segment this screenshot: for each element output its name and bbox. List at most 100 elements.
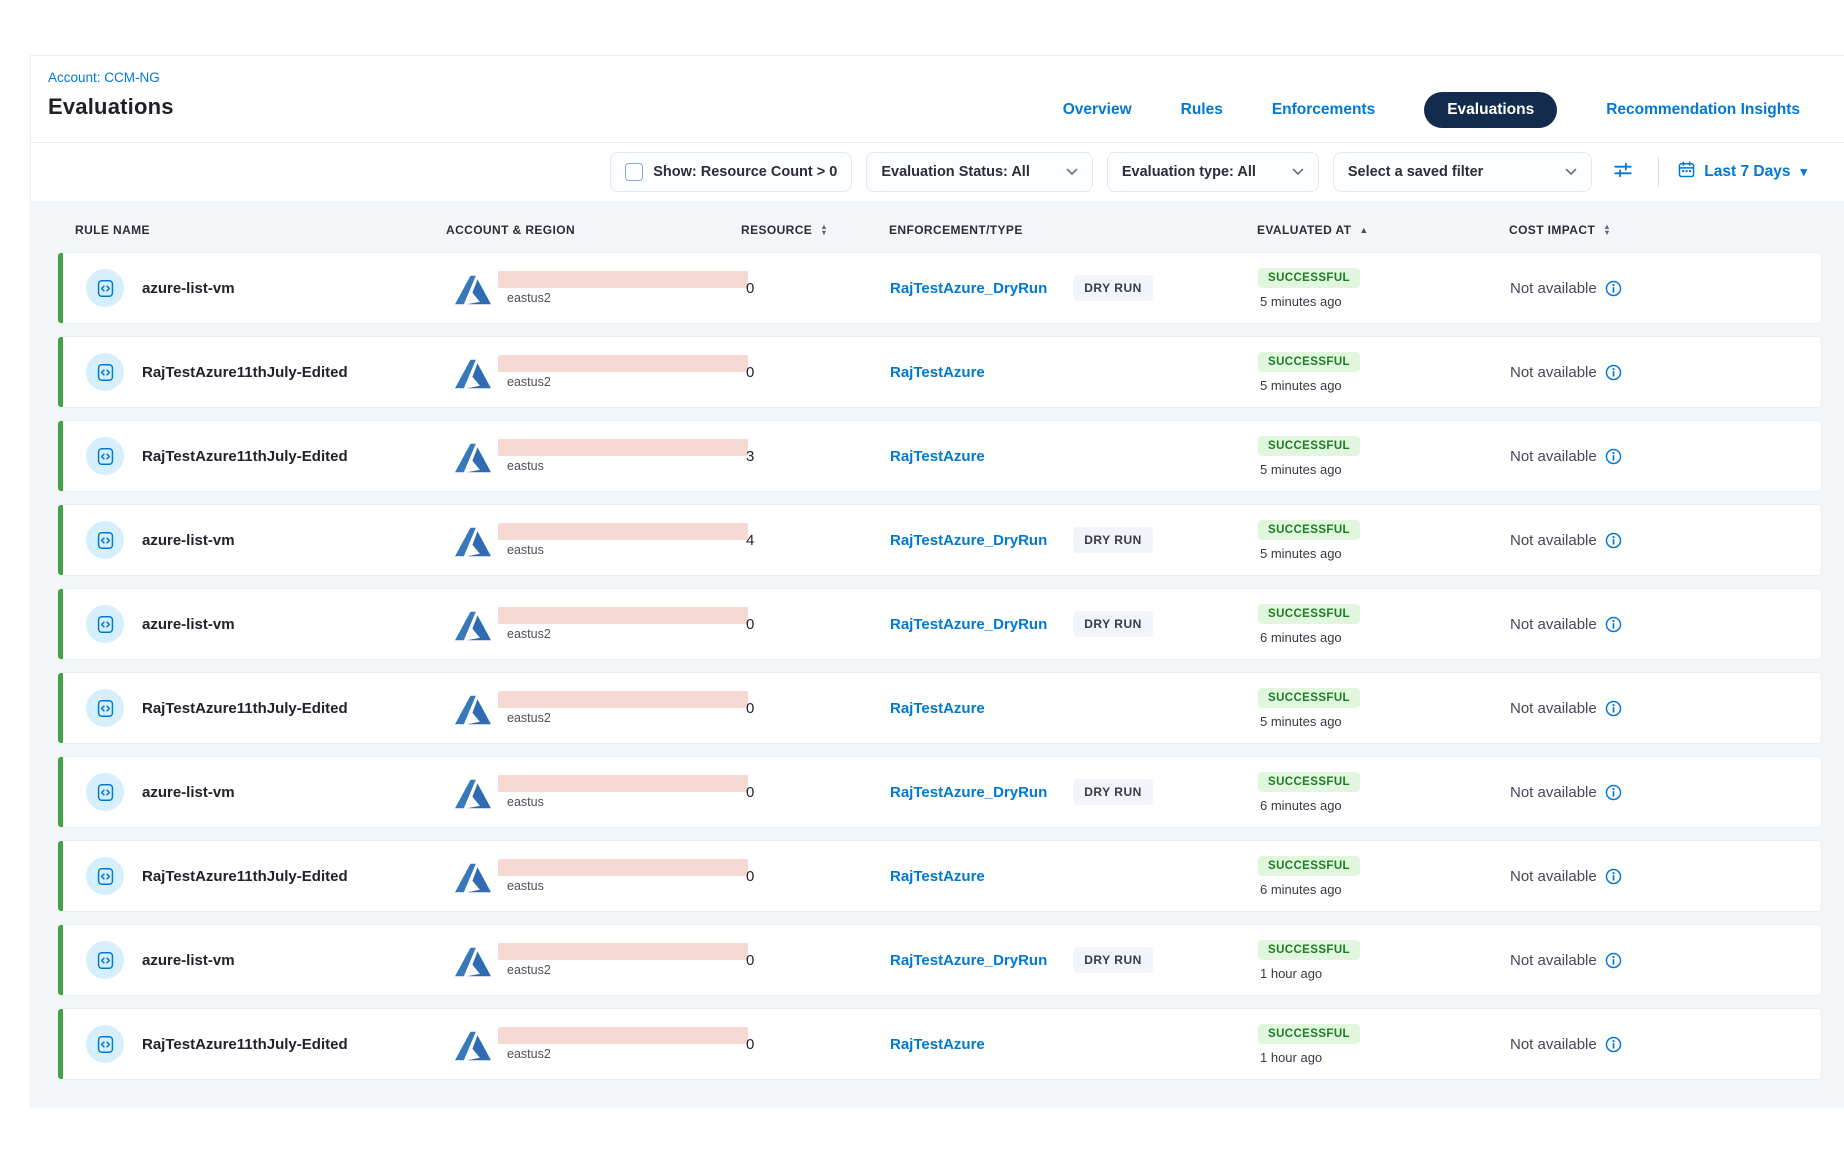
account-name-redacted: [498, 607, 748, 624]
nav-rules[interactable]: Rules: [1180, 101, 1223, 118]
code-file-icon: [86, 269, 124, 307]
column-header[interactable]: ENFORCEMENT/TYPE: [889, 223, 1023, 237]
column-header[interactable]: RESOURCE ▲ ▼: [741, 222, 829, 237]
info-icon[interactable]: [1605, 532, 1622, 549]
rule-cell: azure-list-vm: [58, 269, 447, 307]
info-icon[interactable]: [1605, 448, 1622, 465]
table-row[interactable]: RajTestAzure11thJuly-Edited eastus 0 Raj…: [57, 840, 1822, 912]
region-label: eastus2: [507, 1047, 551, 1061]
enforcement-link[interactable]: RajTestAzure_DryRun: [890, 279, 1048, 297]
sort-arrows-icon[interactable]: ▲ ▼: [820, 222, 829, 237]
azure-icon: [455, 527, 491, 557]
table-row[interactable]: azure-list-vm eastus 4 RajTestAzure_DryR…: [57, 504, 1822, 576]
cost-impact-cell: Not available: [1510, 1036, 1821, 1053]
rule-cell: RajTestAzure11thJuly-Edited: [58, 857, 447, 895]
date-range-label: Last 7 Days: [1704, 163, 1791, 180]
region-label: eastus: [507, 459, 544, 473]
region-label: eastus2: [507, 291, 551, 305]
table-row[interactable]: azure-list-vm eastus2 0 RajTestAzure_Dry…: [57, 924, 1822, 996]
info-icon[interactable]: [1605, 952, 1622, 969]
evaluation-type-dropdown[interactable]: Evaluation type: All: [1106, 152, 1319, 192]
account-region-cell: eastus: [447, 775, 748, 809]
cost-impact-cell: Not available: [1510, 952, 1821, 969]
saved-filter-value: Select a saved filter: [1347, 164, 1484, 180]
table-row[interactable]: RajTestAzure11thJuly-Edited eastus2 0 Ra…: [57, 336, 1822, 408]
info-icon[interactable]: [1605, 784, 1622, 801]
evaluated-cell: SUCCESSFUL 6 minutes ago: [1258, 771, 1510, 813]
breadcrumb[interactable]: Account: CCM-NG: [48, 70, 160, 85]
column-header[interactable]: COST IMPACT ▲ ▼: [1509, 222, 1612, 237]
evaluated-cell: SUCCESSFUL 6 minutes ago: [1258, 855, 1510, 897]
nav-evaluations[interactable]: Evaluations: [1424, 92, 1558, 128]
enforcement-link[interactable]: RajTestAzure_DryRun: [890, 951, 1048, 969]
table-row[interactable]: azure-list-vm eastus2 0 RajTestAzure_Dry…: [57, 588, 1822, 660]
account-name-redacted: [498, 523, 748, 540]
calendar-icon: [1677, 160, 1696, 184]
table-row[interactable]: azure-list-vm eastus2 0 RajTestAzure_Dry…: [57, 252, 1822, 324]
azure-icon: [455, 779, 491, 809]
enforcement-link[interactable]: RajTestAzure: [890, 1035, 985, 1053]
nav-recommendation-insights[interactable]: Recommendation Insights: [1606, 101, 1800, 118]
code-file-icon: [86, 521, 124, 559]
table-row[interactable]: RajTestAzure11thJuly-Edited eastus 3 Raj…: [57, 420, 1822, 492]
date-range-picker[interactable]: Last 7 Days ▾: [1677, 160, 1807, 184]
cost-impact-cell: Not available: [1510, 868, 1821, 885]
page-title: Evaluations: [48, 94, 174, 119]
saved-filter-dropdown[interactable]: Select a saved filter: [1332, 152, 1593, 192]
account-name-redacted: [498, 775, 748, 792]
cost-impact-cell: Not available: [1510, 280, 1821, 297]
enforcement-link[interactable]: RajTestAzure_DryRun: [890, 783, 1048, 801]
account-region-cell: eastus2: [447, 691, 748, 725]
column-header[interactable]: ACCOUNT & REGION: [446, 223, 576, 237]
nav-overview[interactable]: Overview: [1062, 101, 1132, 118]
region-label: eastus: [507, 879, 544, 893]
evaluation-status-value: Evaluation Status: All: [881, 164, 1030, 180]
table-row[interactable]: azure-list-vm eastus 0 RajTestAzure_DryR…: [57, 756, 1822, 828]
chevron-down-icon: [1066, 168, 1078, 176]
table-row[interactable]: RajTestAzure11thJuly-Edited eastus2 0 Ra…: [57, 672, 1822, 744]
resource-count: 0: [746, 279, 755, 297]
azure-icon: [455, 443, 491, 473]
rule-name: azure-list-vm: [142, 531, 235, 549]
sort-arrows-icon[interactable]: ▲ ▼: [1603, 222, 1612, 237]
info-icon[interactable]: [1605, 364, 1622, 381]
enforcement-cell: RajTestAzure_DryRun DRY RUN: [890, 275, 1258, 301]
info-icon[interactable]: [1605, 700, 1622, 717]
resource-count-checkbox[interactable]: [625, 163, 644, 181]
column-header[interactable]: RULE NAME: [75, 223, 150, 237]
evaluation-type-value: Evaluation type: All: [1121, 164, 1256, 180]
dry-run-badge: DRY RUN: [1073, 527, 1153, 553]
enforcement-link[interactable]: RajTestAzure: [890, 363, 985, 381]
sort-asc-icon[interactable]: ▲: [1359, 225, 1369, 235]
enforcement-link[interactable]: RajTestAzure_DryRun: [890, 615, 1048, 633]
account-name-redacted: [498, 943, 748, 960]
status-badge: SUCCESSFUL: [1258, 771, 1360, 792]
rule-cell: azure-list-vm: [58, 773, 447, 811]
cost-impact-cell: Not available: [1510, 700, 1821, 717]
azure-icon: [455, 947, 491, 977]
enforcement-link[interactable]: RajTestAzure: [890, 699, 985, 717]
divider: [1658, 157, 1660, 187]
resource-count: 0: [746, 783, 755, 801]
info-icon[interactable]: [1605, 616, 1622, 633]
filter-panel-button[interactable]: [1606, 155, 1640, 189]
evaluation-status-dropdown[interactable]: Evaluation Status: All: [866, 152, 1093, 192]
column-header[interactable]: EVALUATED AT ▲: [1257, 223, 1369, 237]
status-badge: SUCCESSFUL: [1258, 519, 1360, 540]
enforcement-link[interactable]: RajTestAzure_DryRun: [890, 531, 1048, 549]
resource-count-filter[interactable]: Show: Resource Count > 0: [610, 152, 853, 192]
nav-enforcements[interactable]: Enforcements: [1271, 101, 1376, 118]
enforcement-link[interactable]: RajTestAzure: [890, 447, 985, 465]
account-name-redacted: [498, 439, 748, 456]
status-badge: SUCCESSFUL: [1258, 351, 1360, 372]
info-icon[interactable]: [1605, 280, 1622, 297]
info-icon[interactable]: [1605, 1036, 1622, 1053]
info-icon[interactable]: [1605, 868, 1622, 885]
filter-bar: Show: Resource Count > 0 Evaluation Stat…: [31, 143, 1844, 201]
evaluated-time: 5 minutes ago: [1260, 293, 1342, 309]
enforcement-cell: RajTestAzure_DryRun DRY RUN: [890, 527, 1258, 553]
enforcement-link[interactable]: RajTestAzure: [890, 867, 985, 885]
resource-count: 0: [746, 615, 755, 633]
account-name-redacted: [498, 1027, 748, 1044]
table-row[interactable]: RajTestAzure11thJuly-Edited eastus2 0 Ra…: [57, 1008, 1822, 1080]
